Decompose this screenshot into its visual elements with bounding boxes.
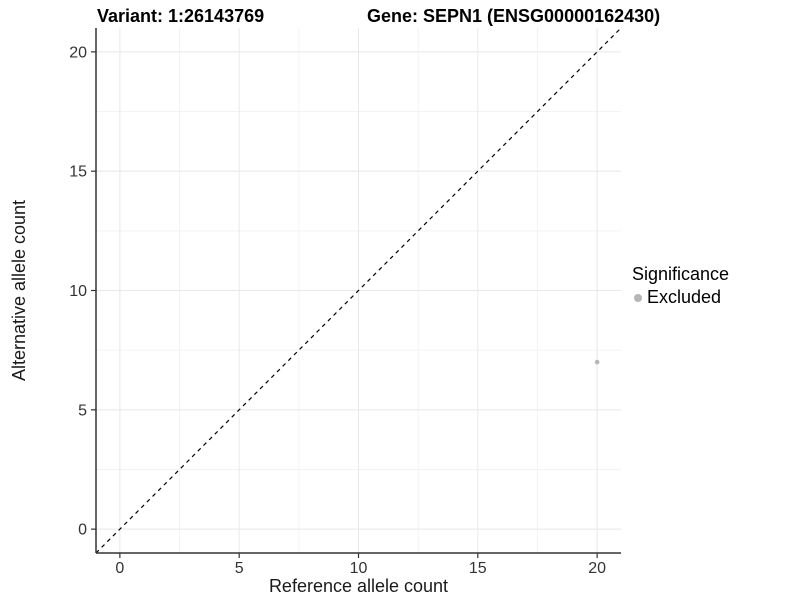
legend-item-excluded: Excluded xyxy=(632,287,729,308)
y-tick-label: 15 xyxy=(69,164,87,181)
y-tick-label: 0 xyxy=(78,522,87,539)
x-tick-label: 10 xyxy=(350,560,368,577)
identity-reference-line xyxy=(95,27,622,554)
x-tick-label: 20 xyxy=(588,560,606,577)
legend-title: Significance xyxy=(632,264,730,284)
x-tick-label: 5 xyxy=(235,560,244,577)
x-axis-title: Reference allele count xyxy=(269,576,448,596)
legend: Significance Excluded xyxy=(632,264,729,308)
y-axis-title: Alternative allele count xyxy=(9,200,29,381)
x-tick-label: 15 xyxy=(469,560,487,577)
legend-item-label: Excluded xyxy=(647,287,722,307)
legend-point-icon xyxy=(634,293,642,302)
data-point xyxy=(594,359,600,365)
plot-title-variant: Variant: 1:26143769 xyxy=(97,6,265,26)
y-tick-label: 10 xyxy=(69,283,87,300)
y-tick-label: 5 xyxy=(78,402,87,419)
x-tick-label: 0 xyxy=(115,560,124,577)
plot-title-gene: Gene: SEPN1 (ENSG00000162430) xyxy=(367,6,661,26)
y-tick-label: 20 xyxy=(69,44,87,61)
